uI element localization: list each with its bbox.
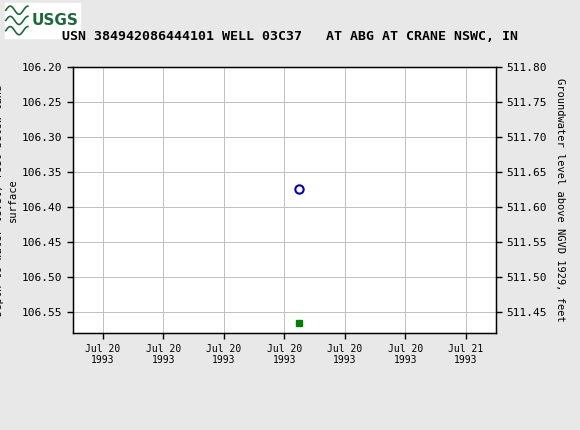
Text: USGS: USGS: [32, 13, 78, 28]
Y-axis label: Depth to water level, feet below land
surface: Depth to water level, feet below land su…: [0, 84, 17, 316]
Bar: [5, 3, 80, 38]
Text: USN 384942086444101 WELL 03C37   AT ABG AT CRANE NSWC, IN: USN 384942086444101 WELL 03C37 AT ABG AT…: [62, 30, 518, 43]
Y-axis label: Groundwater level above NGVD 1929, feet: Groundwater level above NGVD 1929, feet: [555, 78, 565, 322]
